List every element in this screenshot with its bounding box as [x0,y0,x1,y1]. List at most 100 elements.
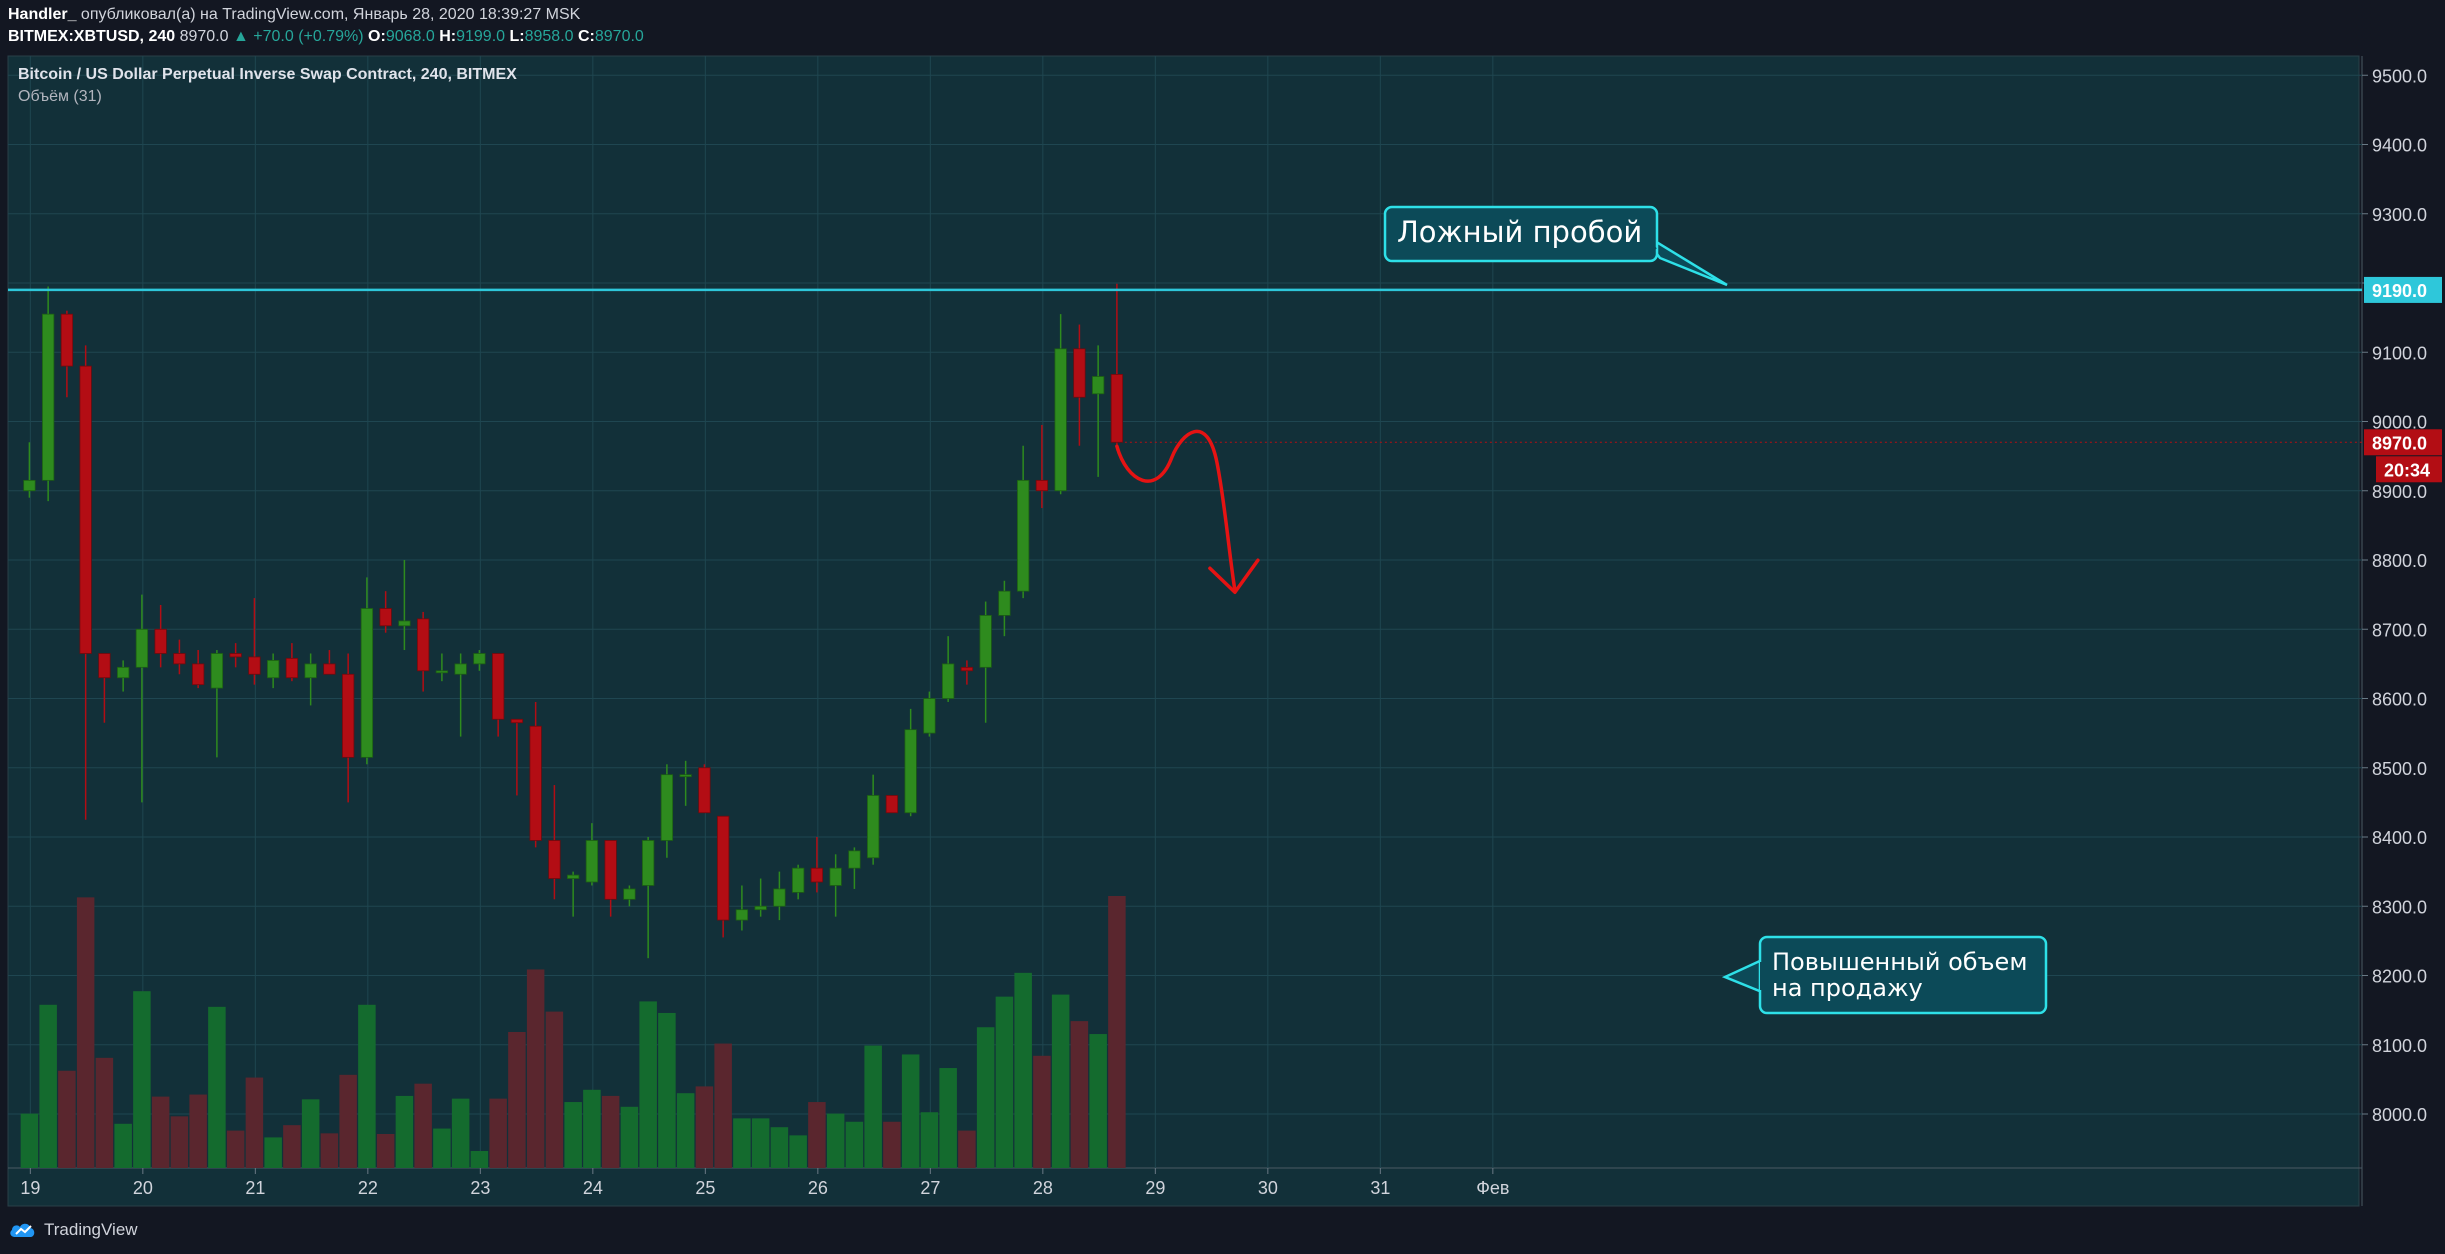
projection-arrow[interactable] [1115,429,1237,593]
candle-body[interactable] [754,905,767,911]
candle-body[interactable] [717,815,730,921]
candle-body[interactable] [135,628,149,668]
candle-body[interactable] [604,840,617,900]
grid-lines [8,56,2362,1168]
candle-body[interactable] [567,874,580,879]
top-bar: Handler_ опубликовал(а) на TradingView.c… [0,0,2445,56]
candle-body[interactable] [341,673,355,758]
tradingview-logo[interactable]: TradingView [8,1220,138,1240]
last-price-tag [2364,429,2442,456]
volume-bar [770,1127,789,1168]
candle-body[interactable] [23,479,36,492]
candle-body[interactable] [60,313,74,367]
low-value: 8958.0 [524,28,574,45]
candle-body[interactable] [679,774,692,778]
time-axis[interactable]: 19 20 21 22 23 24 25 26 27 28 29 30 31 Фев [20,1168,1509,1198]
candle-body[interactable] [154,628,167,654]
callout-breakout[interactable] [1383,205,1659,263]
volume-bar [339,1074,357,1168]
time-tick-label: 24 [583,1178,603,1198]
candle-body[interactable] [491,653,505,720]
candle-body[interactable] [229,653,242,658]
volume-bar [751,1118,770,1168]
candle-body[interactable] [210,653,224,689]
candle-body[interactable] [848,850,861,869]
candle-body[interactable] [266,660,280,679]
candles[interactable] [23,283,1124,959]
candle-body[interactable] [942,663,955,699]
candle-body[interactable] [885,795,899,814]
price-axis[interactable]: 8000.0 8100.0 8200.0 8300.0 8400.0 8500.0 8600… [2362,66,2427,1125]
time-tick-label: Фев [1476,1178,1509,1198]
candle-body[interactable] [867,795,880,859]
volume-bar [283,1125,301,1168]
volume-bar [976,1027,995,1168]
candle-body[interactable] [904,729,917,814]
volume-bar [845,1121,864,1168]
candle-body[interactable] [398,620,411,627]
candle-body[interactable] [829,867,842,886]
candle-body[interactable] [529,725,542,841]
candle-body[interactable] [1017,479,1030,592]
chart-pane[interactable] [7,55,2360,1207]
volume-bar [639,1001,657,1168]
candle-body[interactable] [510,718,524,724]
projection-arrowhead[interactable] [1208,558,1260,595]
candle-body[interactable] [960,666,974,672]
candle-body[interactable] [79,365,92,654]
publisher-name[interactable]: Handler_ [8,6,77,23]
candle-body[interactable] [360,608,374,758]
candle-body[interactable] [473,653,486,665]
candle-body[interactable] [98,653,111,679]
candle-body[interactable] [660,774,674,841]
candle-body[interactable] [1110,374,1124,443]
volume-bar [920,1112,939,1168]
candle-body[interactable] [642,840,655,886]
candle-body[interactable] [435,670,449,674]
candle-body[interactable] [773,888,786,907]
candle-body[interactable] [810,867,824,883]
volume-bar [658,1012,676,1168]
candle-body[interactable] [304,663,317,679]
candle-body[interactable] [1035,479,1049,492]
candle-body[interactable] [1054,348,1067,492]
volume-bar [226,1130,245,1168]
candle-body[interactable] [923,698,936,734]
candle-body[interactable] [548,840,561,879]
candle-body[interactable] [454,663,467,675]
candle-body[interactable] [1073,348,1086,398]
open-label: O: [368,28,386,45]
candle-body[interactable] [979,615,992,668]
close-label: C: [577,28,595,45]
last-price-text: 8970.0 [179,28,229,45]
candle-body[interactable] [998,590,1011,616]
volume-bar [620,1106,639,1168]
volume-bar [451,1098,470,1168]
candle-body[interactable] [792,867,805,893]
candle-body[interactable] [1092,376,1105,395]
drawings[interactable]: Ложный пробой Повышенный объем на продаж… [8,205,2362,1015]
candle-body[interactable] [173,653,186,665]
candle-body[interactable] [285,657,299,679]
candle-body[interactable] [248,656,261,675]
candle-body[interactable] [42,313,55,481]
candle-body[interactable] [379,608,392,627]
volume-bar [470,1151,489,1168]
candle-body[interactable] [191,663,205,686]
candle-body[interactable] [698,767,711,814]
volume-bar [245,1077,264,1168]
time-tick-label: 23 [470,1178,490,1198]
volume-legend[interactable]: Объём (31) [18,88,102,105]
candle-body[interactable] [117,666,130,679]
candle-body[interactable] [323,663,336,675]
candle-body[interactable] [416,618,430,672]
candle-body[interactable] [623,888,636,900]
candle-body[interactable] [585,840,599,883]
volume-bar [208,1006,226,1168]
volume-bar [714,1043,732,1168]
candle-body[interactable] [735,909,749,921]
series-legend-title[interactable]: Bitcoin / US Dollar Perpetual Inverse Sw… [18,66,517,83]
volume-bar [695,1086,714,1168]
volume-bar [151,1096,170,1168]
